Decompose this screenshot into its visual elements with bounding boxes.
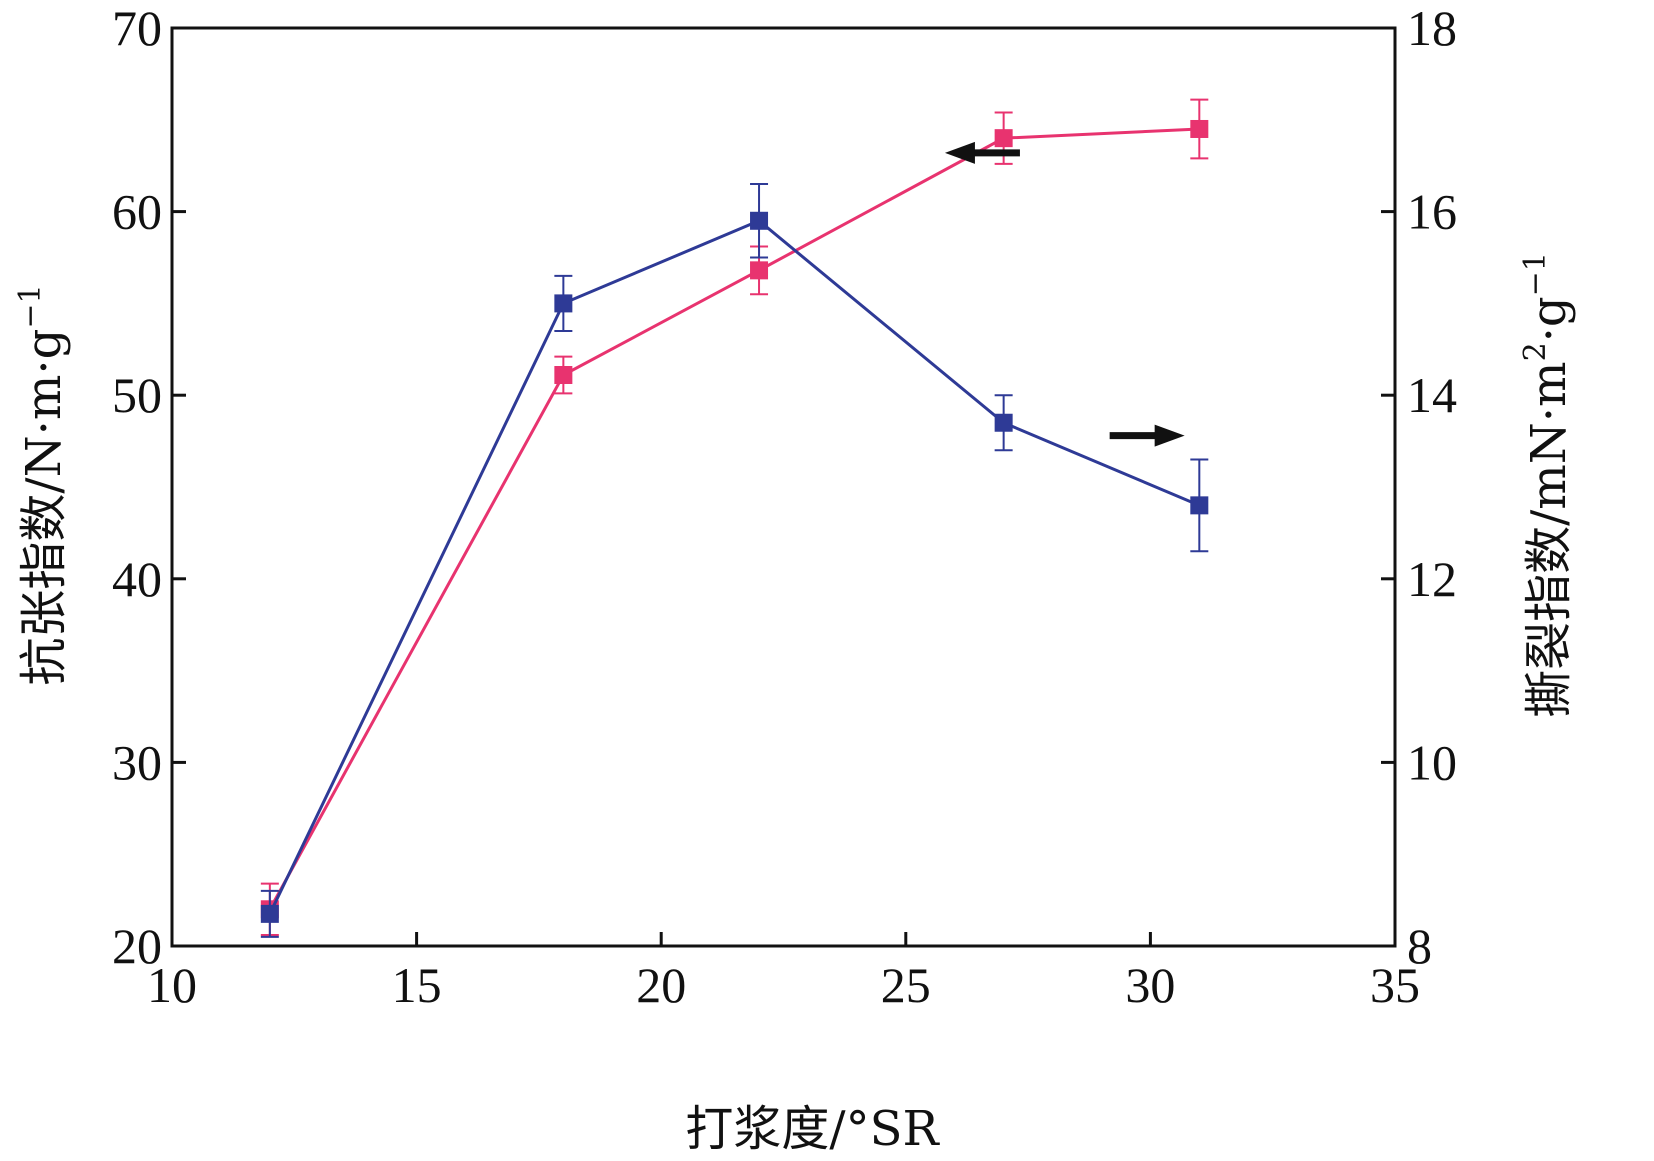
tensile-index-series-marker	[554, 366, 573, 385]
right-y-tick-label: 10	[1407, 734, 1457, 790]
tensile-index-series-line	[268, 127, 1200, 911]
right-arrow-icon	[1109, 424, 1185, 447]
tensile-index-series-marker	[994, 129, 1013, 148]
right-y-axis-title-superscript-2: 2	[1518, 342, 1553, 361]
right-y-tick-label: 8	[1407, 918, 1432, 974]
x-tick-label: 10	[147, 957, 197, 1013]
left-y-tick-label: 70	[112, 0, 162, 56]
tear-index-series	[260, 183, 1209, 938]
tear-index-series-marker	[260, 904, 279, 923]
right-y-tick-label: 16	[1407, 184, 1457, 240]
tensile-index-series-marker	[1190, 119, 1209, 138]
right-y-axis-title: 撕裂指数/mN·m2·g−1	[1518, 252, 1577, 718]
right-y-axis-title-text: 撕裂指数/mN·m	[1521, 361, 1577, 717]
tear-index-series-marker	[1190, 496, 1209, 515]
right-y-axis-title-text-after: ·g	[1521, 296, 1577, 342]
right-y-tick-label: 12	[1407, 551, 1457, 607]
tear-index-series-marker	[750, 211, 769, 230]
right-y-tick-label: 14	[1407, 367, 1457, 423]
tear-index-series-line	[268, 219, 1200, 915]
tensile-index-series	[260, 98, 1209, 936]
right-y-tick-label: 18	[1407, 0, 1457, 56]
x-tick-label: 25	[881, 957, 931, 1013]
series-layer	[260, 98, 1209, 938]
arrow-head	[944, 141, 975, 164]
tensile-index-series-marker	[750, 261, 769, 280]
x-tick-label: 20	[636, 957, 686, 1013]
left-y-tick-label: 60	[112, 184, 162, 240]
left-y-axis-title: 抗张指数/N·m·g−1	[13, 284, 72, 685]
tear-index-series-marker	[994, 413, 1013, 432]
left-y-tick-label: 40	[112, 551, 162, 607]
x-tick-label: 15	[392, 957, 442, 1013]
axes-layer: 10 15 20 25 30 35 20 30 40 50 60 70 8 10 12 14 16 18	[112, 0, 1457, 1013]
left-y-tick-label: 20	[112, 918, 162, 974]
left-y-tick-label: 50	[112, 367, 162, 423]
left-y-axis-title-superscript: −1	[13, 284, 48, 328]
left-y-axis-title-text: 抗张指数/N·m·g	[16, 329, 72, 686]
x-tick-label: 30	[1125, 957, 1175, 1013]
left-y-tick-label: 30	[112, 734, 162, 790]
tear-index-series-marker	[554, 294, 573, 313]
plot-frame	[170, 26, 1397, 948]
left-arrow-icon	[944, 141, 1020, 164]
right-y-axis-title-superscript: −1	[1518, 252, 1553, 296]
x-tick-label: 35	[1370, 957, 1420, 1013]
arrow-head	[1154, 424, 1185, 447]
x-axis-title: 打浆度/°SR	[685, 1101, 940, 1157]
